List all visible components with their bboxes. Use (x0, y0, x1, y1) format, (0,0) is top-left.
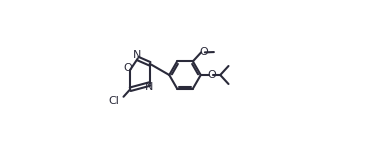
Text: N: N (145, 82, 154, 92)
Text: O: O (207, 70, 216, 80)
Text: Cl: Cl (109, 96, 120, 106)
Text: O: O (124, 63, 132, 73)
Text: O: O (199, 47, 208, 57)
Text: N: N (133, 50, 142, 60)
